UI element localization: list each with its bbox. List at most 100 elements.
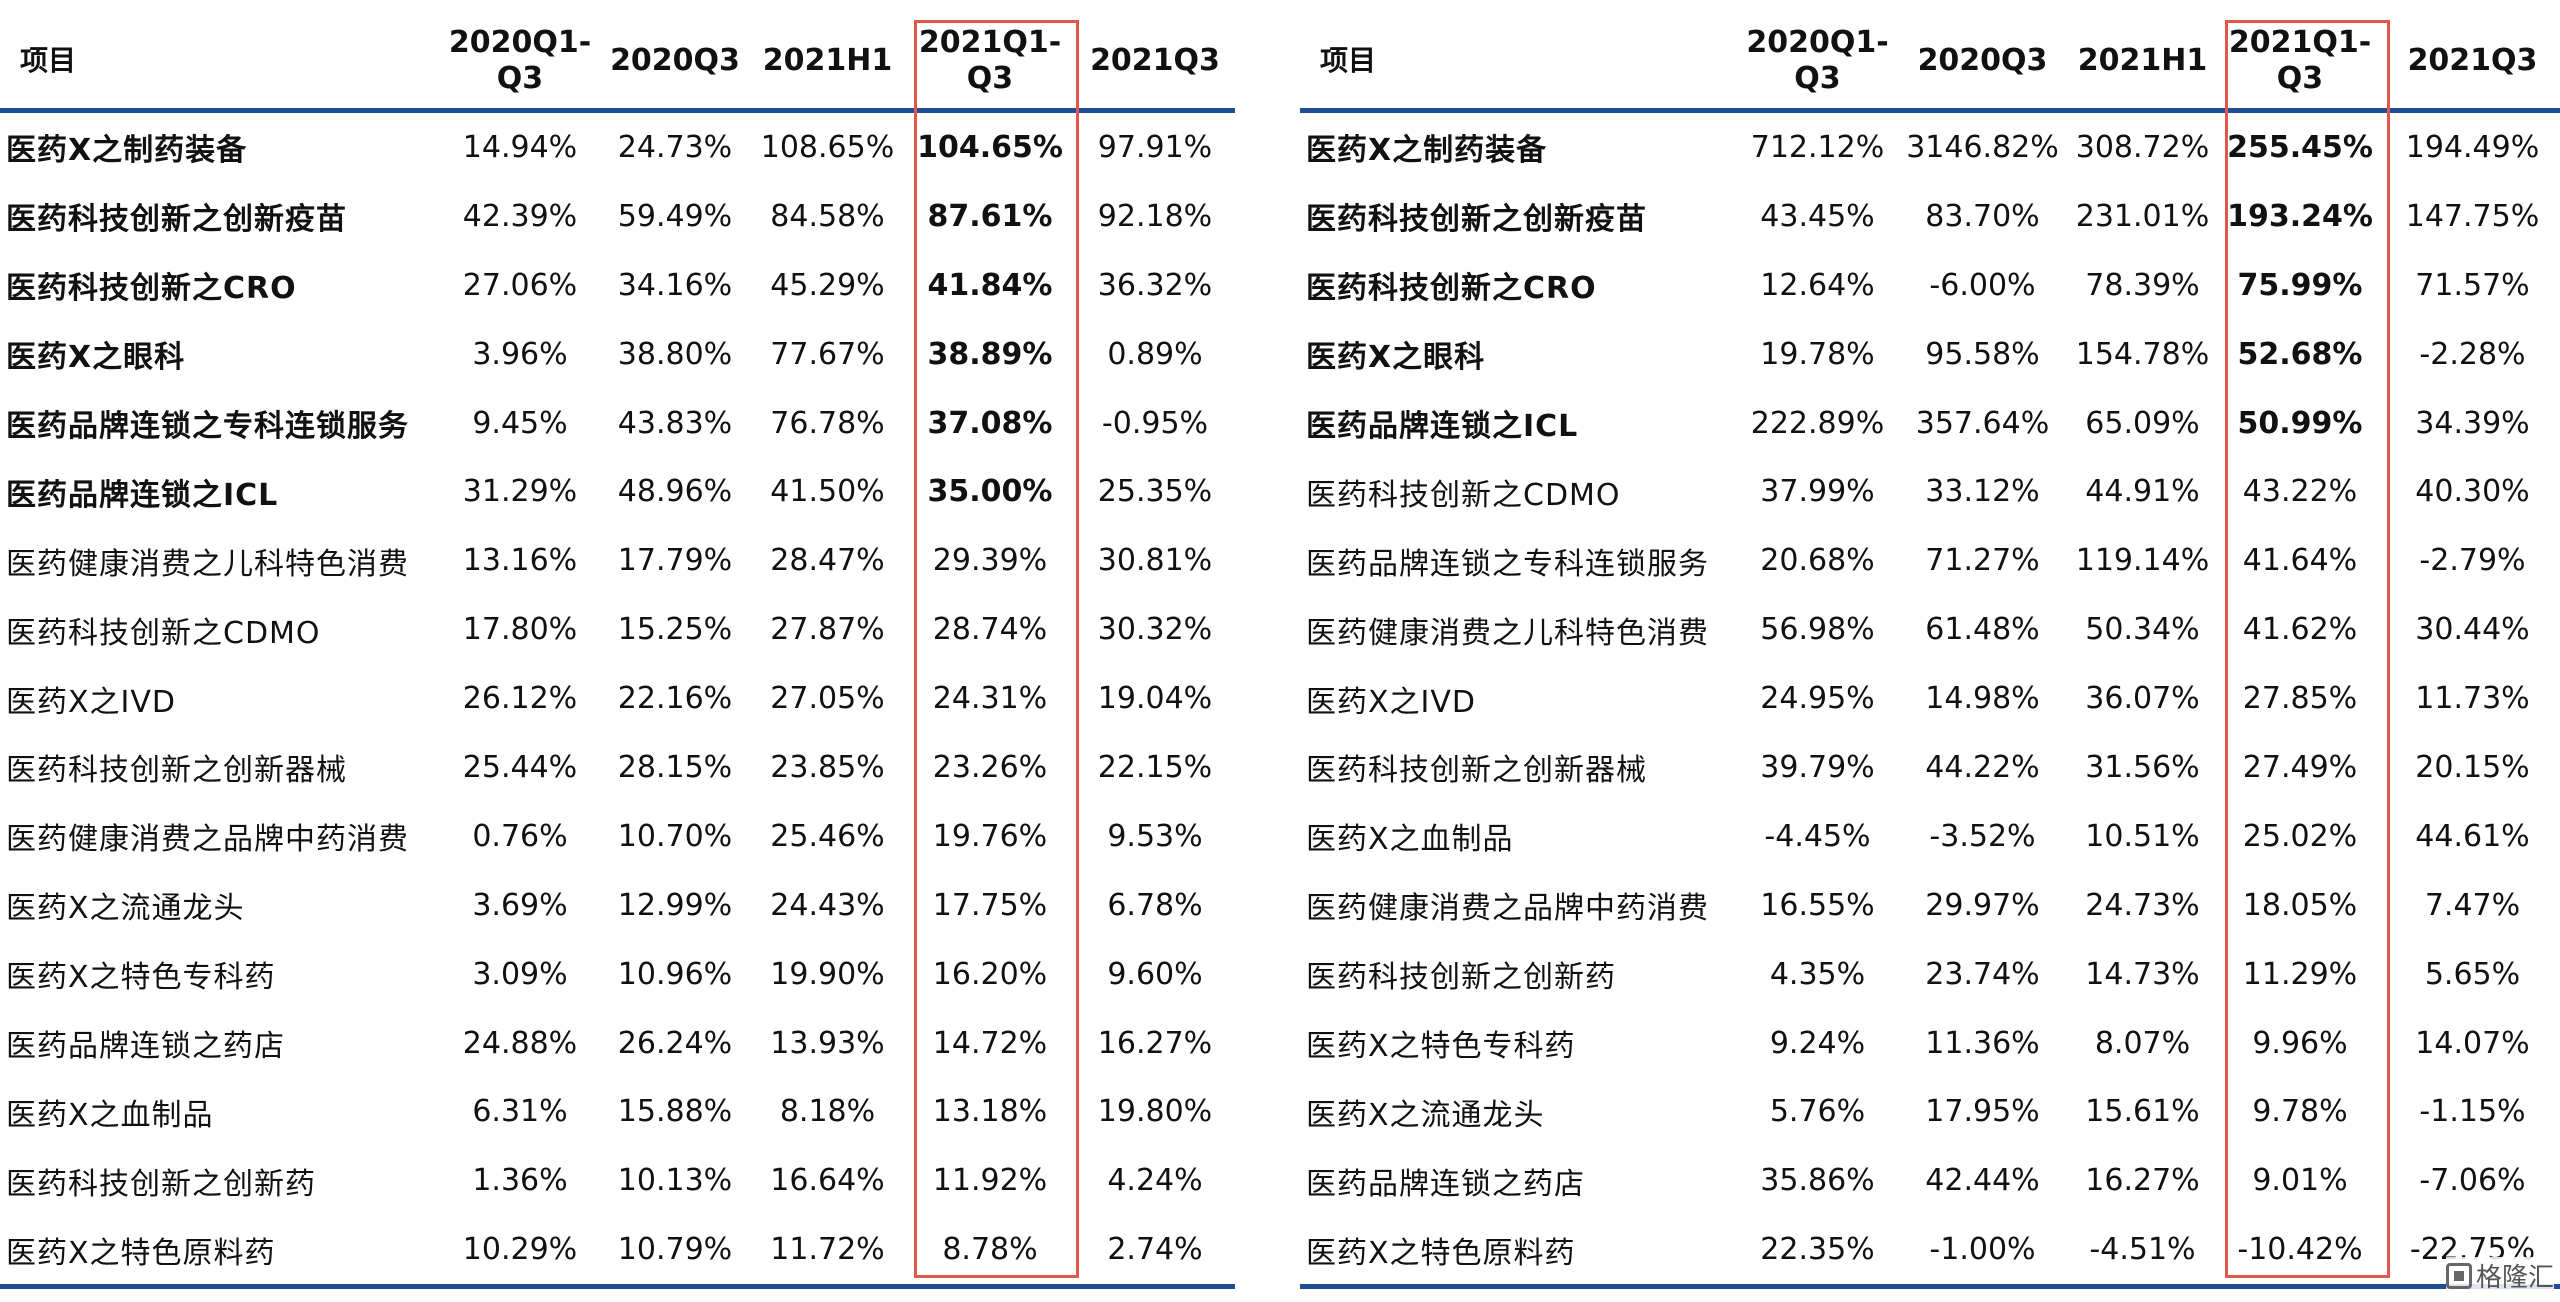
table-header-row: 项目 2020Q1- Q3 2020Q3 2021H1 2021Q1- Q3 2… <box>0 14 1235 113</box>
value-cell: 78.39% <box>2085 267 2200 303</box>
value-cell: 52.68% <box>2237 336 2363 372</box>
value-cell: 23.85% <box>770 749 885 785</box>
table-row: 医药X之特色专科药 3.09% 10.96% 19.90% 16.20% 9.60% <box>0 940 1235 1009</box>
row-label: 医药X之流通龙头 <box>1306 1097 1545 1133</box>
value-cell: 25.46% <box>770 818 885 854</box>
value-cell: -2.28% <box>2419 336 2526 372</box>
value-cell: 87.61% <box>927 198 1053 234</box>
value-cell: 154.78% <box>2075 336 2210 372</box>
row-label: 医药品牌连锁之专科连锁服务 <box>1306 546 1709 582</box>
table-row: 医药科技创新之CDMO 37.99% 33.12% 44.91% 43.22% 40.30… <box>1300 457 2560 526</box>
value-cell: 26.24% <box>617 1025 733 1061</box>
value-cell: 38.89% <box>927 336 1053 372</box>
value-cell: 0.89% <box>1107 336 1203 372</box>
value-cell: 3.09% <box>472 956 568 992</box>
value-cell: 11.36% <box>1925 1025 2040 1061</box>
value-cell: 77.67% <box>770 336 885 372</box>
value-cell: 15.88% <box>617 1094 733 1130</box>
value-cell: 16.27% <box>2085 1163 2200 1199</box>
value-cell: 8.78% <box>905 1215 1075 1290</box>
value-cell: 13.16% <box>462 543 578 579</box>
value-cell: 24.88% <box>462 1025 578 1061</box>
value-cell: 40.30% <box>2415 474 2530 510</box>
value-cell: 83.70% <box>1925 198 2040 234</box>
watermark-text: 格隆汇 <box>2475 1263 2554 1293</box>
table-row: 医药科技创新之CRO 12.64% -6.00% 78.39% 75.99% 71.57% <box>1300 251 2560 320</box>
value-cell: 3.96% <box>472 336 568 372</box>
table-row: 医药科技创新之创新器械 25.44% 28.15% 23.85% 23.26% 22.15… <box>0 733 1235 802</box>
value-cell: 25.35% <box>1097 474 1213 510</box>
value-cell: 27.87% <box>770 612 885 648</box>
value-cell: 30.32% <box>1097 612 1213 648</box>
value-cell: 14.98% <box>1925 681 2040 717</box>
row-label: 医药健康消费之品牌中药消费 <box>1306 891 1709 927</box>
table-row: 医药科技创新之创新疫苗 42.39% 59.49% 84.58% 87.61% 92.18… <box>0 182 1235 251</box>
value-cell: 15.25% <box>617 612 733 648</box>
value-cell: -0.95% <box>1101 405 1209 441</box>
row-label: 医药品牌连锁之ICL <box>1306 409 1579 444</box>
col-header-2020q1-q3: 2020Q1- Q3 <box>440 14 600 113</box>
value-cell: 119.14% <box>2075 543 2210 579</box>
value-cell: 17.75% <box>932 887 1048 923</box>
table-row: 医药品牌连锁之药店 24.88% 26.24% 13.93% 14.72% 16.27% <box>0 1009 1235 1078</box>
table-row: 医药X之血制品 -4.45% -3.52% 10.51% 25.02% 44.61% <box>1300 802 2560 871</box>
value-cell: 14.72% <box>932 1025 1048 1061</box>
value-cell: 92.18% <box>1097 198 1213 234</box>
value-cell: 24.73% <box>2085 887 2200 923</box>
value-cell: 42.44% <box>1925 1163 2040 1199</box>
table-row: 医药X之特色原料药 22.35% -1.00% -4.51% -10.42% -22.75… <box>1300 1215 2560 1290</box>
table-header-row: 项目 2020Q1- Q3 2020Q3 2021H1 2021Q1- Q3 2… <box>1300 14 2560 113</box>
value-cell: 4.35% <box>1769 956 1866 992</box>
value-cell: 10.79% <box>600 1215 750 1290</box>
value-cell: 9.24% <box>1769 1025 1866 1061</box>
value-cell: 45.29% <box>770 267 885 303</box>
row-label: 医药科技创新之CDMO <box>6 615 321 651</box>
value-cell: 20.15% <box>2415 749 2530 785</box>
value-cell: 36.32% <box>1097 267 1213 303</box>
value-cell: 26.12% <box>462 681 578 717</box>
table-row: 医药X之IVD 24.95% 14.98% 36.07% 27.85% 11.73% <box>1300 664 2560 733</box>
value-cell: 10.70% <box>617 818 733 854</box>
value-cell: 255.45% <box>2227 129 2373 165</box>
table-row: 医药科技创新之CRO 27.06% 34.16% 45.29% 41.84% 36.32% <box>0 251 1235 320</box>
table-row: 医药科技创新之创新药 4.35% 23.74% 14.73% 11.29% 5.65% <box>1300 940 2560 1009</box>
value-cell: 42.39% <box>462 198 578 234</box>
value-cell: 37.99% <box>1760 474 1875 510</box>
row-label: 医药健康消费之品牌中药消费 <box>6 822 409 858</box>
row-label: 医药科技创新之创新药 <box>1306 960 1616 996</box>
table-row: 医药X之特色原料药 10.29% 10.79% 11.72% 8.78% 2.74% <box>0 1215 1235 1290</box>
table-row: 医药科技创新之创新疫苗 43.45% 83.70% 231.01% 193.24% 147… <box>1300 182 2560 251</box>
table-row: 医药科技创新之CDMO 17.80% 15.25% 27.87% 28.74% 30.32… <box>0 595 1235 664</box>
value-cell: 18.05% <box>2242 887 2358 923</box>
value-cell: 30.44% <box>2415 612 2530 648</box>
row-label: 医药科技创新之CRO <box>6 271 297 307</box>
row-label: 医药X之特色专科药 <box>1306 1029 1576 1065</box>
value-cell: 30.81% <box>1097 543 1213 579</box>
value-cell: 24.43% <box>770 887 885 923</box>
row-label: 医药X之特色原料药 <box>0 1215 440 1290</box>
value-cell: 39.79% <box>1760 749 1875 785</box>
value-cell: -10.42% <box>2215 1215 2385 1290</box>
value-cell: 50.99% <box>2237 405 2363 441</box>
value-cell: 24.73% <box>617 129 733 165</box>
row-label: 医药X之眼科 <box>1306 340 1486 376</box>
row-label: 医药X之血制品 <box>1306 822 1514 858</box>
value-cell: 50.34% <box>2085 612 2200 648</box>
value-cell: 12.99% <box>617 887 733 923</box>
value-cell: 19.90% <box>770 956 885 992</box>
value-cell: 84.58% <box>770 198 885 234</box>
value-cell: 34.39% <box>2415 405 2530 441</box>
value-cell: 97.91% <box>1097 129 1213 165</box>
value-cell: 10.96% <box>617 956 733 992</box>
table-row: 医药X之制药装备 14.94% 24.73% 108.65% 104.65% 97.91% <box>0 111 1235 182</box>
value-cell: 9.45% <box>472 405 568 441</box>
value-cell: -4.51% <box>2070 1215 2215 1290</box>
value-cell: 38.80% <box>617 336 733 372</box>
row-label: 医药健康消费之儿科特色消费 <box>6 546 409 582</box>
col-header-2021q3: 2021Q3 <box>2385 14 2560 113</box>
left-growth-table: 项目 2020Q1- Q3 2020Q3 2021H1 2021Q1- Q3 2… <box>0 14 1235 1290</box>
row-label: 医药X之血制品 <box>6 1097 214 1133</box>
value-cell: 11.73% <box>2415 681 2530 717</box>
table-row: 医药品牌连锁之ICL 222.89% 357.64% 65.09% 50.99% 34.3… <box>1300 389 2560 458</box>
table-row: 医药X之血制品 6.31% 15.88% 8.18% 13.18% 19.80% <box>0 1077 1235 1146</box>
